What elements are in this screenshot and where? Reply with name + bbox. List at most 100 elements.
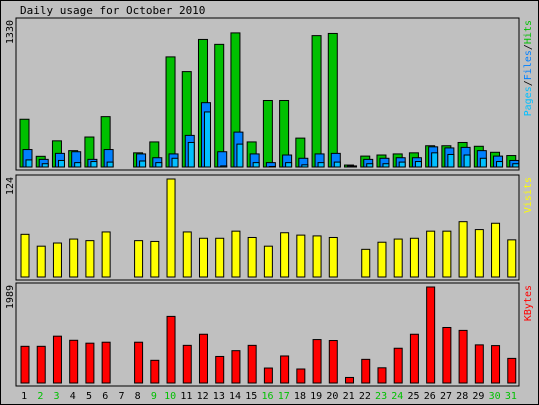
bar-pages-day-14 (236, 143, 244, 168)
bar-pages-day-1 (25, 159, 33, 168)
legend-entry: / (523, 80, 534, 86)
bar-kbytes-day-8 (134, 341, 144, 384)
bar-visits-day-27 (442, 230, 452, 278)
legend-visits: Visits (523, 177, 534, 213)
bar-pages-day-2 (41, 163, 49, 168)
bar-pages-day-15 (252, 162, 260, 168)
bar-visits-day-3 (52, 242, 62, 278)
legend-entry: Visits (523, 177, 534, 213)
bar-visits-day-10 (166, 178, 176, 278)
x-tick-label-day-22: 22 (359, 391, 371, 402)
y-max-label-usage: 1330 (5, 20, 16, 44)
x-tick-label-day-15: 15 (245, 391, 257, 402)
bar-pages-day-28 (463, 154, 471, 168)
bar-pages-day-19 (317, 162, 325, 168)
bar-visits-day-9 (150, 240, 160, 278)
bar-pages-day-4 (74, 162, 82, 168)
bar-kbytes-day-31 (507, 357, 517, 384)
x-tick-label-day-13: 13 (213, 391, 225, 402)
x-tick-label-day-2: 2 (37, 391, 43, 402)
bar-visits-day-6 (101, 231, 111, 278)
x-tick-label-day-16: 16 (261, 391, 273, 402)
bar-files-day-13 (217, 151, 228, 168)
bar-pages-day-5 (90, 161, 98, 168)
bar-kbytes-day-9 (150, 359, 160, 384)
legend-entry: Files (523, 50, 534, 80)
bar-kbytes-day-18 (296, 368, 306, 384)
bar-visits-day-2 (36, 245, 46, 278)
x-tick-label-day-7: 7 (118, 391, 124, 402)
panel-visits: 124 Visits (5, 177, 534, 278)
bar-hits-day-10 (165, 56, 176, 168)
bar-pages-day-6 (106, 161, 114, 168)
panel-frame-usage (15, 17, 520, 171)
bar-pages-day-12 (203, 111, 211, 168)
bar-pages-day-20 (333, 161, 341, 168)
bar-pages-day-13 (220, 165, 228, 168)
x-tick-label-day-24: 24 (391, 391, 403, 402)
chart-title: Daily usage for October 2010 (20, 4, 205, 17)
x-tick-label-day-30: 30 (489, 391, 501, 402)
bar-pages-day-23 (382, 163, 390, 168)
x-tick-label-day-29: 29 (472, 391, 484, 402)
bar-visits-day-11 (182, 231, 192, 278)
bar-visits-day-28 (458, 221, 468, 278)
bar-kbytes-day-29 (474, 344, 484, 384)
bar-visits-day-14 (231, 230, 241, 278)
panel-frame-visits (15, 174, 520, 281)
bar-kbytes-day-11 (182, 344, 192, 384)
bar-kbytes-day-14 (231, 350, 241, 384)
bar-kbytes-day-27 (442, 326, 452, 384)
bar-visits-day-12 (198, 237, 208, 278)
bar-visits-day-16 (263, 245, 273, 278)
bar-visits-day-5 (85, 240, 95, 278)
x-tick-label-day-26: 26 (424, 391, 436, 402)
bar-pages-day-18 (301, 164, 309, 168)
x-tick-label-day-21: 21 (343, 391, 355, 402)
bar-kbytes-day-6 (101, 341, 111, 384)
bar-kbytes-day-16 (263, 367, 273, 384)
legend-kbytes: KBytes (523, 285, 534, 321)
bar-kbytes-day-13 (215, 355, 225, 384)
bar-pages-day-8 (139, 160, 147, 168)
bar-kbytes-day-30 (491, 345, 501, 384)
bar-kbytes-day-15 (247, 344, 257, 384)
x-tick-label-day-10: 10 (164, 391, 176, 402)
bar-visits-day-19 (312, 235, 322, 278)
bar-visits-day-8 (134, 240, 144, 278)
bar-kbytes-day-20 (328, 340, 338, 384)
bar-kbytes-day-19 (312, 339, 322, 384)
bar-kbytes-day-22 (361, 358, 371, 384)
x-tick-label-day-25: 25 (408, 391, 420, 402)
bar-pages-day-27 (447, 153, 455, 168)
bar-pages-day-22 (366, 163, 374, 168)
bar-kbytes-day-3 (52, 335, 62, 384)
x-tick-label-day-9: 9 (151, 391, 157, 402)
bar-pages-day-25 (414, 161, 422, 168)
bar-pages-day-26 (431, 152, 439, 168)
legend-usage: Pages/Files/Hits (523, 20, 534, 116)
x-tick-label-day-5: 5 (86, 391, 92, 402)
bar-visits-day-17 (280, 232, 290, 278)
bar-pages-day-30 (496, 161, 504, 168)
bar-kbytes-day-17 (280, 355, 290, 384)
x-tick-label-day-8: 8 (135, 391, 141, 402)
x-tick-label-day-27: 27 (440, 391, 452, 402)
bar-hits-day-16 (262, 99, 273, 168)
bar-kbytes-day-26 (426, 286, 436, 384)
x-tick-label-day-11: 11 (180, 391, 192, 402)
bar-visits-day-22 (361, 248, 371, 278)
x-tick-label-day-23: 23 (375, 391, 387, 402)
bar-visits-day-23 (377, 241, 387, 278)
bar-kbytes-day-24 (393, 347, 403, 384)
x-tick-label-day-28: 28 (456, 391, 468, 402)
bar-visits-day-20 (328, 236, 338, 278)
bar-kbytes-day-10 (166, 315, 176, 384)
bar-pages-day-17 (285, 162, 293, 168)
x-tick-label-day-12: 12 (197, 391, 209, 402)
y-max-label-visits: 124 (5, 177, 16, 195)
bar-pages-day-21 (350, 165, 358, 168)
bar-hits-day-19 (311, 35, 322, 168)
bar-kbytes-day-28 (458, 329, 468, 384)
